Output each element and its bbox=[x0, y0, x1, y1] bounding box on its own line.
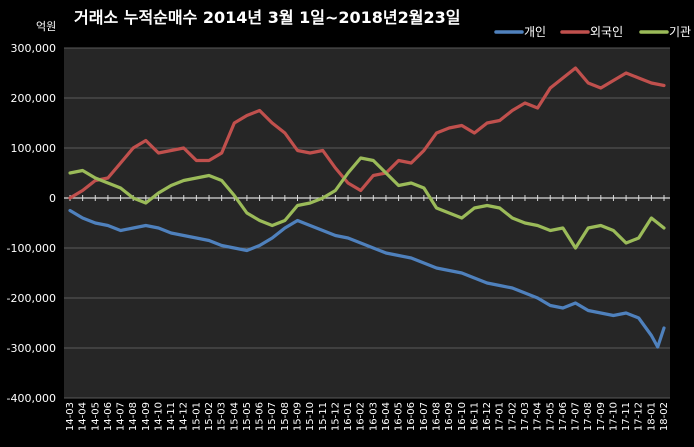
x-tick-label: 16-02 bbox=[356, 402, 367, 431]
y-tick-label: 100,000 bbox=[11, 142, 57, 155]
x-tick-label: 17-10 bbox=[608, 402, 619, 431]
x-tick-label: 17-07 bbox=[571, 402, 582, 431]
x-tick-label: 17-09 bbox=[596, 402, 607, 431]
y-tick-label: -100,000 bbox=[7, 242, 56, 255]
x-tick-label: 18-01 bbox=[646, 402, 657, 431]
y-tick-label: -400,000 bbox=[7, 392, 56, 405]
x-tick-label: 14-07 bbox=[116, 402, 127, 431]
x-tick-label: 16-09 bbox=[444, 402, 455, 431]
x-tick-label: 17-01 bbox=[495, 402, 506, 431]
x-tick-label: 17-11 bbox=[621, 402, 632, 431]
x-tick-label: 17-12 bbox=[634, 402, 645, 431]
x-tick-label: 15-01 bbox=[191, 402, 202, 431]
x-tick-label: 16-01 bbox=[343, 402, 354, 431]
x-tick-label: 16-04 bbox=[381, 402, 392, 431]
x-tick-label: 17-02 bbox=[507, 402, 518, 431]
y-tick-label: -200,000 bbox=[7, 292, 56, 305]
y-tick-label: 0 bbox=[49, 192, 56, 205]
x-tick-label: 18-02 bbox=[659, 402, 670, 431]
x-tick-label: 14-08 bbox=[128, 402, 139, 431]
x-tick-label: 15-11 bbox=[318, 402, 329, 431]
legend-label: 외국인 bbox=[590, 25, 623, 39]
x-tick-label: 16-10 bbox=[457, 402, 468, 431]
x-tick-label: 16-03 bbox=[368, 402, 379, 431]
x-tick-label: 15-02 bbox=[204, 402, 215, 431]
x-tick-label: 15-06 bbox=[255, 402, 266, 431]
x-tick-label: 15-07 bbox=[267, 402, 278, 431]
x-tick-label: 15-08 bbox=[280, 402, 291, 431]
x-tick-label: 15-04 bbox=[229, 402, 240, 431]
x-tick-label: 17-03 bbox=[520, 402, 531, 431]
x-tick-label: 16-05 bbox=[394, 402, 405, 431]
x-tick-label: 17-08 bbox=[583, 402, 594, 431]
y-tick-label: 200,000 bbox=[11, 92, 57, 105]
y-tick-label: -300,000 bbox=[7, 342, 56, 355]
x-tick-label: 17-06 bbox=[558, 402, 569, 431]
x-tick-label: 15-03 bbox=[217, 402, 228, 431]
series-line-기관 bbox=[68, 156, 666, 250]
y-tick-label: 300,000 bbox=[11, 42, 57, 55]
x-tick-label: 16-06 bbox=[406, 402, 417, 431]
unit-label: 억원 bbox=[36, 20, 56, 33]
legend-label: 개인 bbox=[524, 25, 546, 39]
axes: 300,000 200,000 100,000 0 -100,000 -200,000 -3… bbox=[7, 42, 670, 431]
x-tick-label: 14-04 bbox=[78, 402, 89, 431]
gridlines bbox=[64, 47, 670, 399]
x-tick-label: 16-11 bbox=[469, 402, 480, 431]
plot-area bbox=[64, 48, 670, 398]
x-tick-label: 14-03 bbox=[65, 402, 76, 431]
x-tick-label: 15-05 bbox=[242, 402, 253, 431]
x-tick-label: 14-12 bbox=[179, 402, 190, 431]
chart-title: 거래소 누적순매수 2014년 3월 1일~2018년2월23일 bbox=[74, 8, 461, 27]
x-tick-label: 14-11 bbox=[166, 402, 177, 431]
x-tick-label: 15-10 bbox=[305, 402, 316, 431]
x-tick-label: 16-12 bbox=[482, 402, 493, 431]
x-tick-label: 17-04 bbox=[533, 402, 544, 431]
x-tick-label: 14-10 bbox=[153, 402, 164, 431]
legend: 개인 외국인 기관 bbox=[494, 25, 691, 39]
x-tick-label: 14-05 bbox=[90, 402, 101, 431]
x-tick-label: 15-09 bbox=[292, 402, 303, 431]
legend-label: 기관 bbox=[669, 25, 691, 39]
series-line-개인 bbox=[68, 208, 666, 349]
series-lines bbox=[68, 66, 666, 349]
x-tick-label: 14-09 bbox=[141, 402, 152, 431]
x-tick-label: 15-12 bbox=[330, 402, 341, 431]
x-tick-label: 16-07 bbox=[419, 402, 430, 431]
x-tick-label: 14-06 bbox=[103, 402, 114, 431]
x-tick-label: 16-08 bbox=[432, 402, 443, 431]
series-line-외국인 bbox=[68, 66, 666, 200]
x-tick-label: 17-05 bbox=[545, 402, 556, 431]
